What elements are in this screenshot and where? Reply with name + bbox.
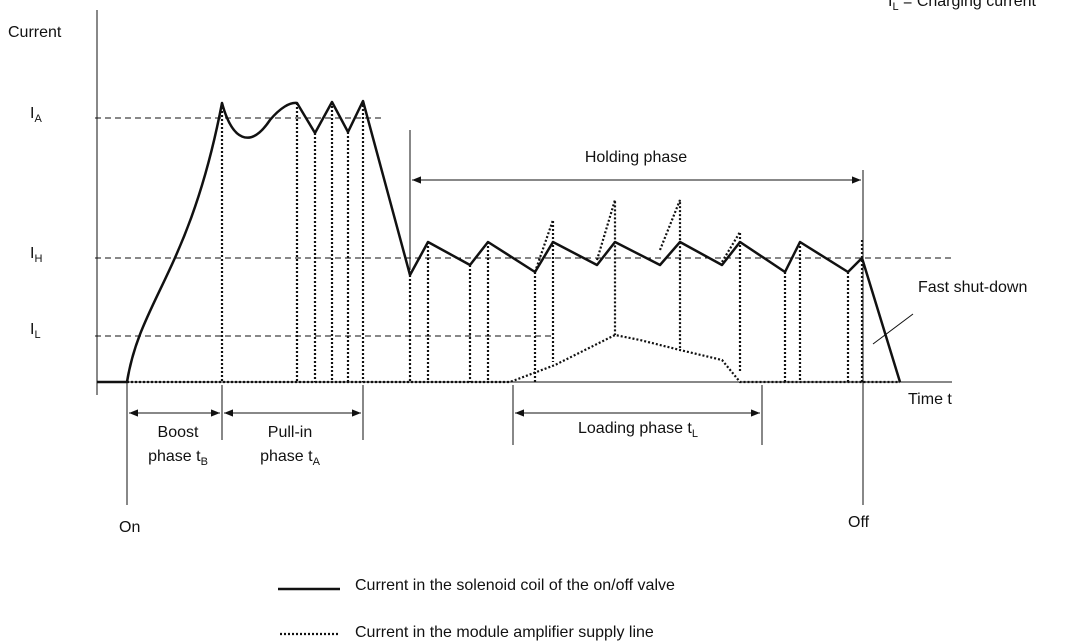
solenoid-current — [97, 99, 902, 384]
y-axis-label: Current — [8, 24, 62, 41]
shutdown-label: Fast shut-down — [918, 279, 1027, 296]
level-l: IL — [30, 321, 41, 341]
loading-label: Loading phase tL — [578, 420, 698, 440]
level-h: IH — [30, 245, 42, 265]
boost-label: phase tB — [148, 448, 208, 468]
time-label: Time t — [908, 391, 952, 408]
supply-current — [127, 101, 900, 384]
boost-label: Boost — [158, 424, 199, 441]
off-label: Off — [848, 514, 870, 531]
level-a: IA — [30, 105, 42, 125]
holding-label: Holding phase — [585, 149, 687, 166]
legend-text: Current in the module amplifier supply l… — [355, 624, 654, 641]
pullin-label: Pull-in — [268, 424, 312, 441]
leader-line — [872, 313, 914, 345]
note-top: IL = Charging current — [888, 0, 1037, 13]
pullin-label: phase tA — [260, 448, 320, 468]
on-label: On — [119, 519, 140, 536]
legend-text: Current in the solenoid coil of the on/o… — [355, 577, 675, 594]
